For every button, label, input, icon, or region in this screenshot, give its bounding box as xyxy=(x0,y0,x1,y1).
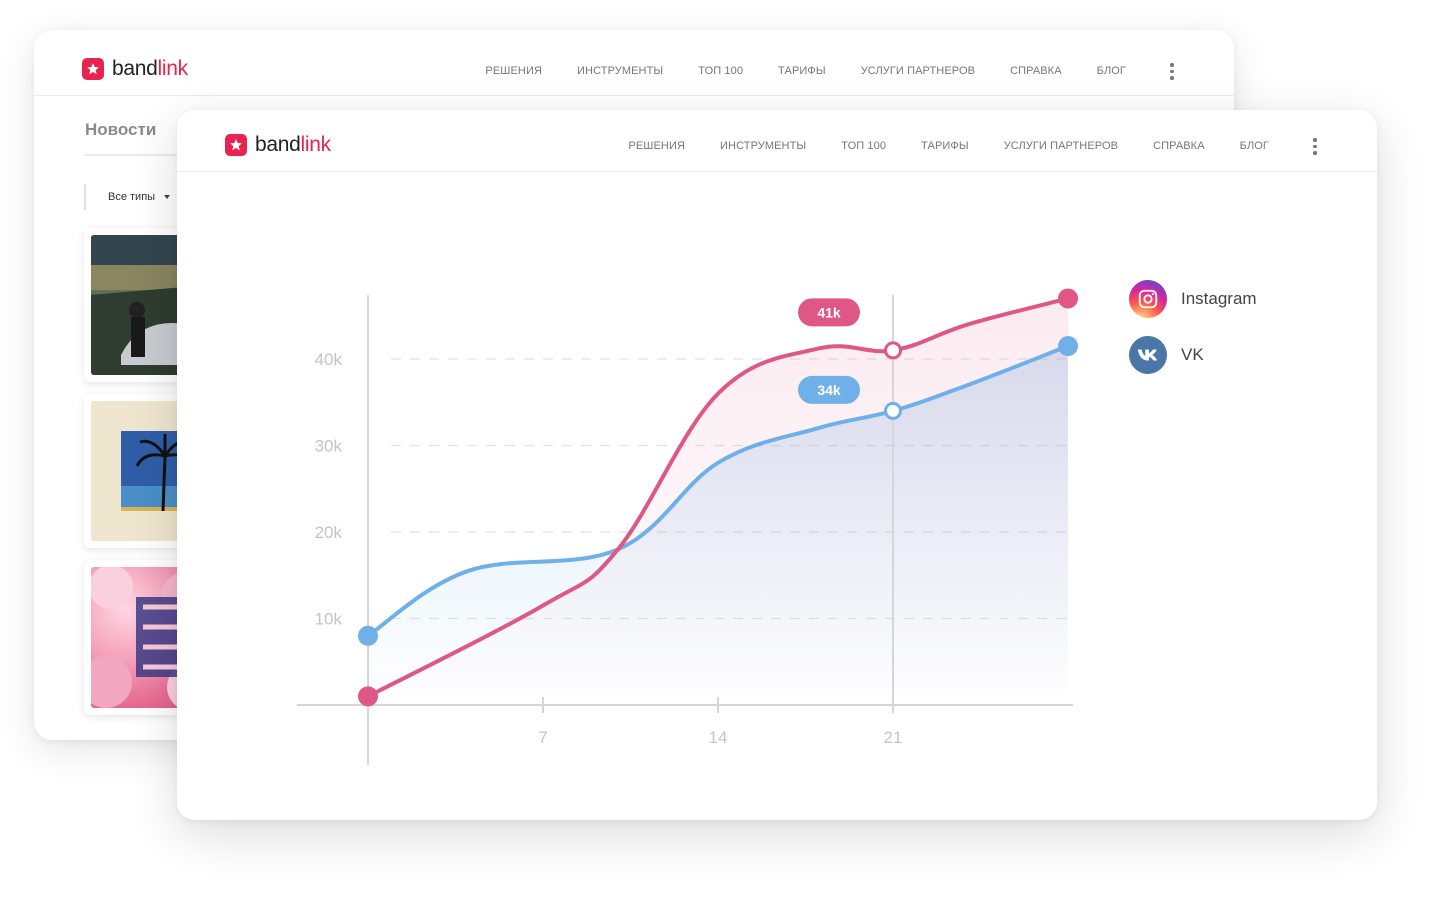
title-underline xyxy=(84,154,194,156)
logo[interactable]: bandlink xyxy=(225,133,331,157)
vk-icon xyxy=(1129,336,1167,374)
legend-label: Instagram xyxy=(1181,289,1257,308)
vk-value-label: 34k xyxy=(817,382,841,398)
nav-item-solutions[interactable]: РЕШЕНИЯ xyxy=(485,65,543,78)
filter-label: Все типы xyxy=(108,191,156,203)
more-menu-icon[interactable] xyxy=(1313,138,1317,155)
instagram-value-label: 41k xyxy=(817,304,841,320)
logo-text: bandlink xyxy=(255,133,331,156)
nav-item-pricing[interactable]: ТАРИФЫ xyxy=(778,65,826,78)
nav-item-blog[interactable]: БЛОГ xyxy=(1239,140,1269,153)
legend-label: VK xyxy=(1181,345,1204,364)
type-filter-dropdown[interactable]: Все типы xyxy=(84,184,171,210)
nav-item-pricing[interactable]: ТАРИФЫ xyxy=(921,140,969,153)
nav-item-solutions[interactable]: РЕШЕНИЯ xyxy=(628,140,686,153)
vk-highlight-point xyxy=(884,401,902,420)
caret-down-icon xyxy=(164,195,171,199)
main-nav: РЕШЕНИЯ ИНСТРУМЕНТЫ ТОП 100 ТАРИФЫ УСЛУГ… xyxy=(593,138,1317,155)
x-tick-label: 14 xyxy=(709,728,728,747)
vk-series-line xyxy=(366,344,1070,638)
instagram-highlight-point xyxy=(884,341,902,360)
page-title: Новости xyxy=(85,120,157,139)
logo[interactable]: bandlink xyxy=(82,57,188,81)
logo-text: bandlink xyxy=(112,57,188,80)
more-menu-icon[interactable] xyxy=(1170,63,1174,80)
main-nav: РЕШЕНИЯ ИНСТРУМЕНТЫ ТОП 100 ТАРИФЫ УСЛУГ… xyxy=(450,63,1174,80)
nav-item-help[interactable]: СПРАВКА xyxy=(1010,65,1062,78)
nav-item-tools[interactable]: ИНСТРУМЕНТЫ xyxy=(720,140,807,153)
instagram-end-point xyxy=(1058,288,1078,309)
legend-item-instagram[interactable]: Instagram xyxy=(1129,280,1257,318)
front-header: bandlink РЕШЕНИЯ ИНСТРУМЕНТЫ ТОП 100 ТАР… xyxy=(177,110,1377,172)
instagram-series-line xyxy=(366,296,1070,699)
x-tick-label: 7 xyxy=(538,728,547,747)
star-logo-icon xyxy=(225,134,247,156)
instagram-start-point xyxy=(358,686,378,707)
instagram-value-badge xyxy=(798,298,860,327)
nav-item-blog[interactable]: БЛОГ xyxy=(1096,65,1126,78)
star-logo-icon xyxy=(82,58,104,80)
vk-start-point xyxy=(358,625,378,646)
nav-item-top100[interactable]: ТОП 100 xyxy=(698,65,744,78)
chart-legend: Instagram VK xyxy=(1129,280,1257,392)
y-tick-label: 40k xyxy=(315,350,343,369)
back-header: bandlink РЕШЕНИЯ ИНСТРУМЕНТЫ ТОП 100 ТАР… xyxy=(34,30,1234,96)
vk-value-badge xyxy=(798,375,860,404)
instagram-icon xyxy=(1129,280,1167,318)
nav-item-top100[interactable]: ТОП 100 xyxy=(841,140,887,153)
followers-line-chart: 10k 20k 30k 40k 7 14 21 34k 41k xyxy=(297,288,1078,765)
x-tick-label: 21 xyxy=(884,728,903,747)
nav-item-tools[interactable]: ИНСТРУМЕНТЫ xyxy=(577,65,664,78)
y-tick-label: 20k xyxy=(315,523,343,542)
nav-item-help[interactable]: СПРАВКА xyxy=(1153,140,1205,153)
y-tick-label: 30k xyxy=(315,437,343,456)
y-tick-label: 10k xyxy=(315,610,343,629)
legend-item-vk[interactable]: VK xyxy=(1129,336,1257,374)
vk-end-point xyxy=(1058,336,1078,357)
front-window: bandlink РЕШЕНИЯ ИНСТРУМЕНТЫ ТОП 100 ТАР… xyxy=(177,110,1377,820)
nav-item-partners[interactable]: УСЛУГИ ПАРТНЕРОВ xyxy=(860,65,976,78)
nav-item-partners[interactable]: УСЛУГИ ПАРТНЕРОВ xyxy=(1003,140,1119,153)
